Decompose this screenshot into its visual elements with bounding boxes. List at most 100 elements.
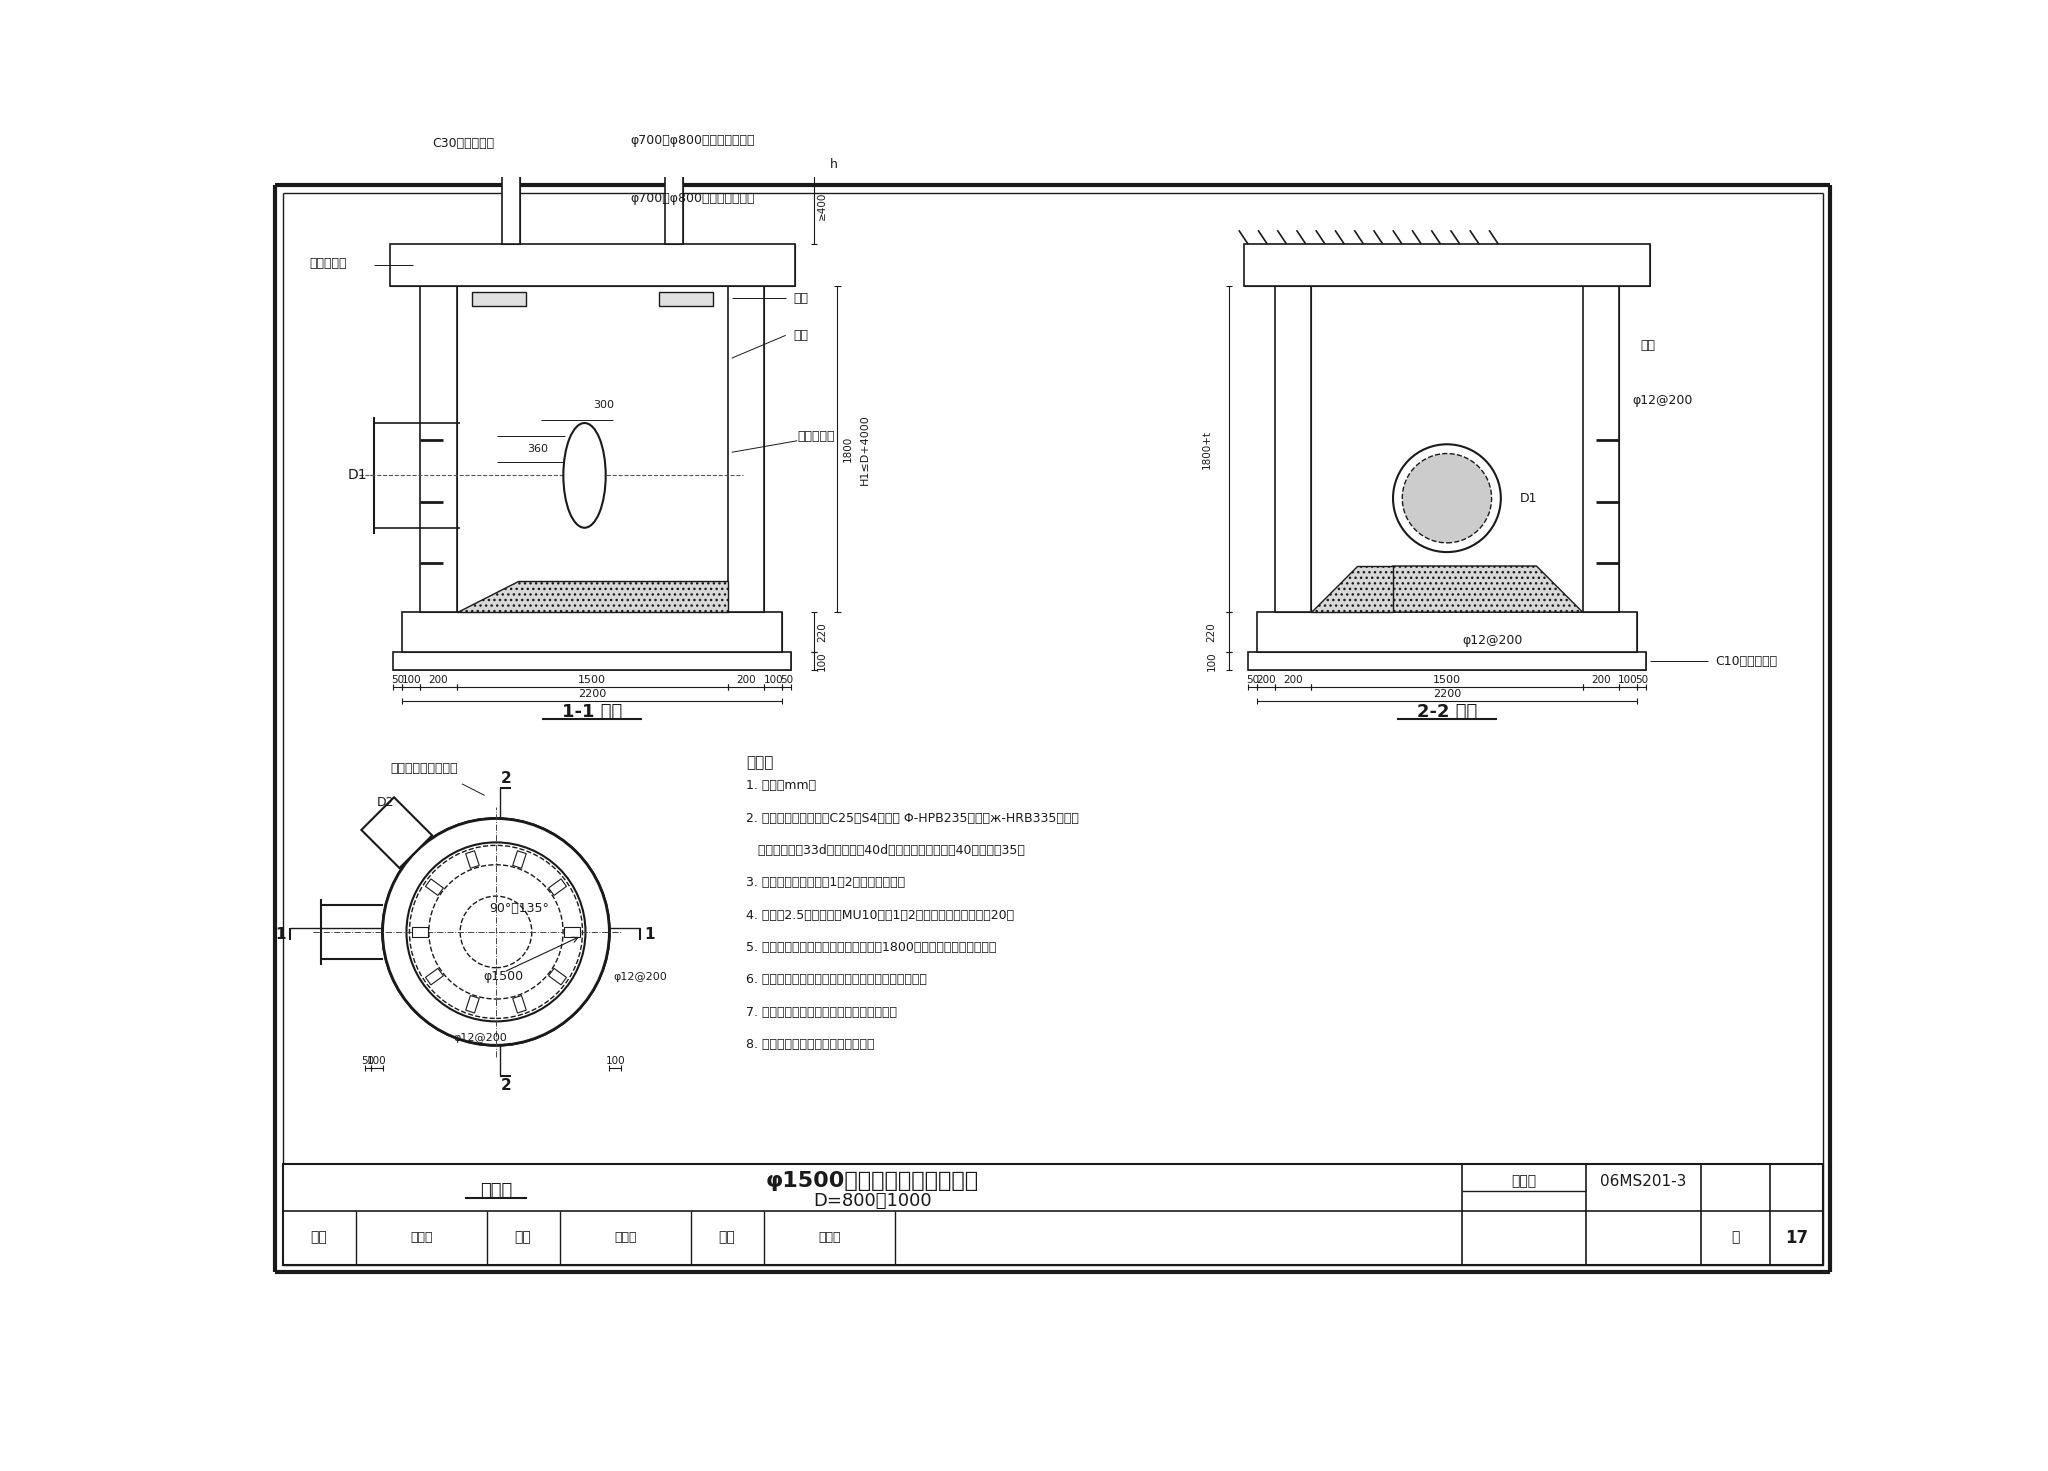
Text: 审核: 审核 xyxy=(311,1231,328,1244)
Ellipse shape xyxy=(563,424,606,528)
Text: 50: 50 xyxy=(391,675,403,685)
Text: φ12@200: φ12@200 xyxy=(612,972,668,983)
Bar xyxy=(659,291,713,306)
Text: φ1500圆形混凝土雨水检查井: φ1500圆形混凝土雨水检查井 xyxy=(766,1171,979,1192)
Text: ≥400: ≥400 xyxy=(817,191,827,221)
Text: 17: 17 xyxy=(1786,1228,1808,1246)
Bar xyxy=(1276,287,1311,612)
Wedge shape xyxy=(565,859,602,902)
Wedge shape xyxy=(438,1009,481,1043)
Text: 300: 300 xyxy=(594,400,614,410)
Text: 100: 100 xyxy=(764,675,782,685)
Text: φ700或φ800预制混凝土井筒: φ700或φ800预制混凝土井筒 xyxy=(631,191,756,204)
Text: 说明：: 说明： xyxy=(745,755,774,769)
Bar xyxy=(389,244,795,287)
Text: 100: 100 xyxy=(367,1056,387,1066)
Text: φ12@200: φ12@200 xyxy=(1632,394,1694,407)
Text: 1500: 1500 xyxy=(578,675,606,685)
Text: 50: 50 xyxy=(1245,675,1260,685)
Text: 2: 2 xyxy=(500,771,512,786)
Wedge shape xyxy=(410,990,451,1030)
Polygon shape xyxy=(426,968,442,986)
Polygon shape xyxy=(512,996,526,1014)
Text: 页: 页 xyxy=(1731,1231,1741,1244)
Polygon shape xyxy=(426,878,442,896)
Bar xyxy=(393,652,791,671)
Text: 孟尧东: 孟尧东 xyxy=(614,1231,637,1244)
Text: 座枳: 座枳 xyxy=(793,291,809,304)
Text: 校对: 校对 xyxy=(514,1231,530,1244)
Bar xyxy=(401,612,782,652)
Polygon shape xyxy=(465,996,479,1014)
Wedge shape xyxy=(389,859,428,902)
Circle shape xyxy=(383,818,610,1046)
Circle shape xyxy=(1403,453,1491,543)
Text: 王山山: 王山山 xyxy=(410,1231,432,1244)
Text: 50: 50 xyxy=(780,675,793,685)
Polygon shape xyxy=(1311,566,1393,612)
Bar xyxy=(389,244,795,287)
Text: 2: 2 xyxy=(500,1078,512,1093)
Text: C30混凝土井圈: C30混凝土井圈 xyxy=(432,137,494,150)
Bar xyxy=(1276,287,1311,612)
Bar xyxy=(1247,652,1647,671)
Polygon shape xyxy=(549,968,567,986)
Text: φ700或φ800铸铁井盖及支座: φ700或φ800铸铁井盖及支座 xyxy=(631,134,756,147)
Text: 100: 100 xyxy=(1618,675,1638,685)
Text: 200: 200 xyxy=(1591,675,1610,685)
Text: 200: 200 xyxy=(735,675,756,685)
Text: 1: 1 xyxy=(645,927,655,941)
Bar xyxy=(666,168,682,244)
Wedge shape xyxy=(580,933,610,971)
Wedge shape xyxy=(565,962,602,1005)
Polygon shape xyxy=(512,850,526,868)
Text: D2: D2 xyxy=(377,796,393,809)
Bar xyxy=(475,157,711,168)
Wedge shape xyxy=(541,834,584,874)
Text: 管外壁凿毛: 管外壁凿毛 xyxy=(799,431,836,443)
Text: 100: 100 xyxy=(401,675,422,685)
Text: 100: 100 xyxy=(1206,652,1217,671)
Text: 90°～135°: 90°～135° xyxy=(489,902,549,915)
Text: D1: D1 xyxy=(348,468,367,482)
Polygon shape xyxy=(565,927,580,937)
Text: 1-1 剖面: 1-1 剖面 xyxy=(561,703,623,721)
Polygon shape xyxy=(549,878,567,896)
Polygon shape xyxy=(412,927,428,937)
Text: 温丽晓: 温丽晓 xyxy=(817,1231,840,1244)
Bar xyxy=(1245,244,1649,287)
Text: 06MS201-3: 06MS201-3 xyxy=(1599,1174,1686,1189)
Bar xyxy=(283,1165,1823,1265)
Text: 平面图: 平面图 xyxy=(479,1183,512,1200)
Bar xyxy=(1245,244,1649,287)
Bar xyxy=(471,291,526,306)
Bar xyxy=(502,168,520,244)
Circle shape xyxy=(383,818,610,1046)
Bar xyxy=(727,287,764,612)
Text: 100: 100 xyxy=(817,652,827,671)
Text: 踏步: 踏步 xyxy=(1640,338,1655,352)
Bar xyxy=(502,168,520,244)
Text: 2-2 剖面: 2-2 剖面 xyxy=(1417,703,1477,721)
Text: D=800～1000: D=800～1000 xyxy=(813,1193,932,1211)
Wedge shape xyxy=(410,834,451,874)
Text: C10混凝土垫层: C10混凝土垫层 xyxy=(1716,655,1778,668)
Polygon shape xyxy=(465,850,479,868)
Bar xyxy=(666,168,682,244)
Text: 200: 200 xyxy=(428,675,449,685)
Circle shape xyxy=(1393,444,1501,552)
Wedge shape xyxy=(383,933,412,971)
Text: 钉筋锁固长度33d；搭接长度40d；基础下层钉保护屄40，其他为35。: 钉筋锁固长度33d；搭接长度40d；基础下层钉保护屄40，其他为35。 xyxy=(745,844,1026,858)
Text: 200: 200 xyxy=(1255,675,1276,685)
Wedge shape xyxy=(438,821,481,855)
Text: 1: 1 xyxy=(276,927,287,941)
Text: 8. 井筒及井盖的安装做法见井筒图。: 8. 井筒及井盖的安装做法见井筒图。 xyxy=(745,1039,874,1052)
Text: 踏步: 踏步 xyxy=(793,330,809,341)
Bar xyxy=(1247,652,1647,671)
Wedge shape xyxy=(383,893,412,933)
Text: 1. 单位：mm。: 1. 单位：mm。 xyxy=(745,780,817,793)
Bar xyxy=(1257,612,1636,652)
Bar xyxy=(420,287,457,612)
Bar xyxy=(475,157,711,168)
Bar xyxy=(401,612,782,652)
